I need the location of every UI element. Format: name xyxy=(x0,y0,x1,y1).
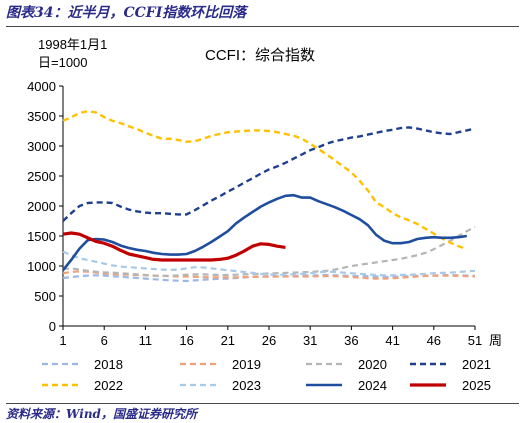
legend-label-2025: 2025 xyxy=(462,378,491,393)
x-tick-label: 41 xyxy=(385,333,399,348)
x-tick-label: 46 xyxy=(427,333,441,348)
title-rule xyxy=(6,26,519,27)
series-line-2020 xyxy=(62,226,476,277)
y-tick-label: 2500 xyxy=(27,169,56,184)
y-tick-label: 3500 xyxy=(27,109,56,124)
y-tick-label: 2000 xyxy=(27,199,56,214)
legend-label-2022: 2022 xyxy=(94,378,123,393)
y-tick-label: 4000 xyxy=(27,79,56,94)
y-tick-label: 1000 xyxy=(27,259,56,274)
series-line-2025 xyxy=(62,231,286,262)
x-tick-label: 31 xyxy=(303,333,317,348)
x-tick-label: 11 xyxy=(139,333,153,348)
series-line-2021 xyxy=(62,126,476,222)
legend-label-2018: 2018 xyxy=(94,357,123,372)
x-axis-label: 周 xyxy=(489,333,502,348)
legend-label-2023: 2023 xyxy=(232,378,261,393)
x-tick-label: 6 xyxy=(101,333,108,348)
x-tick-label: 16 xyxy=(179,333,193,348)
x-tick-label: 36 xyxy=(344,333,358,348)
legend-label-2019: 2019 xyxy=(232,357,261,372)
x-tick-label: 21 xyxy=(221,333,235,348)
series-line-2024 xyxy=(61,193,467,272)
chart-title: CCFI：综合指数 xyxy=(205,47,315,64)
source-rule xyxy=(6,403,519,404)
series-line-2023 xyxy=(62,250,476,277)
series-line-2022 xyxy=(62,109,468,251)
ccfi-line-chart: CCFI：综合指数 1998年1月1 日=1000 0 500 1000 1500 20… xyxy=(27,37,502,393)
legend-label-2020: 2020 xyxy=(358,357,387,372)
y-tick-label: 0 xyxy=(49,319,56,334)
x-tick-label: 26 xyxy=(262,333,276,348)
series-line-2019 xyxy=(62,270,476,280)
y-tick-label: 1500 xyxy=(27,229,56,244)
source-note: 资料来源：Wind，国盛证券研究所 xyxy=(6,407,197,421)
x-tick-label: 1 xyxy=(59,333,66,348)
y-axis-label-line2: 日=1000 xyxy=(38,55,88,70)
legend-label-2024: 2024 xyxy=(358,378,387,393)
y-tick-label: 3000 xyxy=(27,139,56,154)
figure-title: 图表34：近半月，CCFI指数环比回落 xyxy=(6,5,247,21)
y-axis-label-line1: 1998年1月1 xyxy=(38,37,107,52)
x-tick-label: 51 xyxy=(468,333,482,348)
legend-label-2021: 2021 xyxy=(462,357,491,372)
y-tick-label: 500 xyxy=(34,289,56,304)
